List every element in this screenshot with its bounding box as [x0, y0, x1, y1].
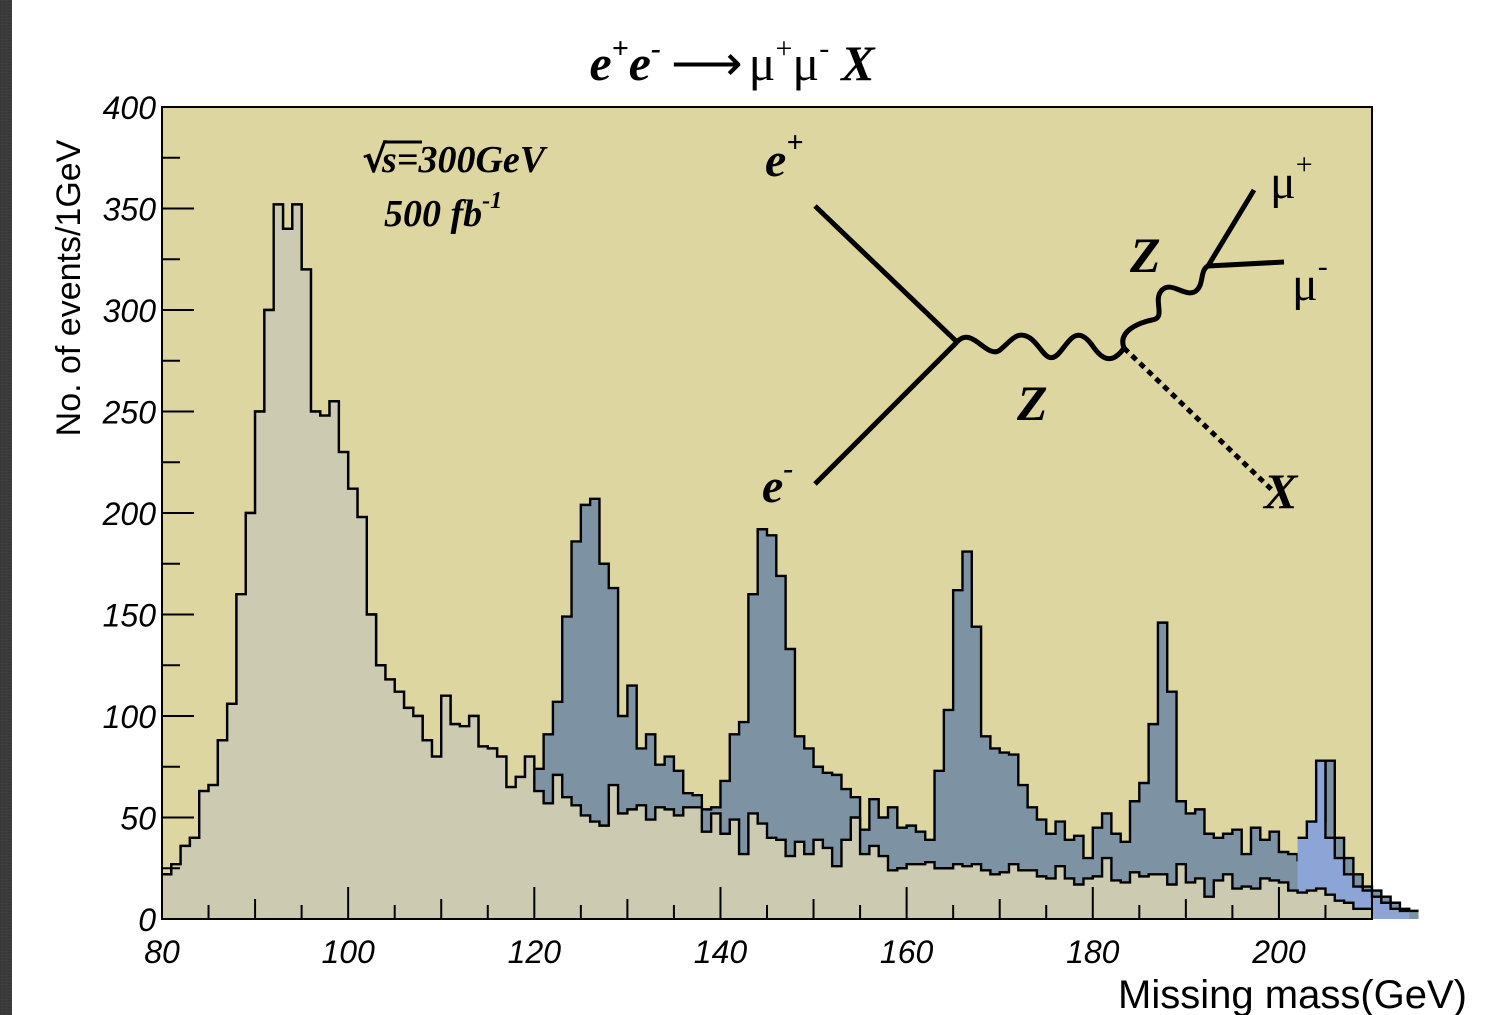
y-tick-label: 0 [138, 902, 156, 938]
title-mu1: μ [749, 35, 776, 91]
title-arrow: ⟶ [671, 35, 743, 91]
diagram-e-minus: e- [762, 452, 793, 513]
y-axis-label: No. of events/1GeV [50, 139, 88, 436]
y-tick-label: 200 [102, 496, 157, 532]
x-tick-label: 200 [1251, 934, 1306, 970]
x-tick-label: 140 [694, 934, 748, 970]
energy-text: s=300GeV [381, 139, 548, 181]
axis-layer: 0 50 100 150 200 250 300 350 400 80 100 120 140 160 18… [102, 90, 1373, 970]
x-tick-label: 180 [1066, 934, 1120, 970]
diagram-e-plus: e+ [765, 126, 803, 187]
e-minus-line [813, 340, 959, 486]
title-x: X [839, 35, 876, 91]
diagram-x: X [1262, 463, 1299, 519]
x-axis-label: Missing mass(GeV) [1118, 973, 1467, 1015]
title-mu1-sup: + [775, 32, 792, 65]
plot-frame [161, 106, 1373, 920]
diagram-mu-plus: μ+ [1270, 148, 1313, 209]
diagram-z2: Z [1129, 227, 1161, 283]
y-tick-label: 100 [103, 699, 157, 735]
chart-title: e+e- ⟶ μ+μ- X [589, 32, 876, 91]
luminosity-text: 500 fb-1 [384, 188, 502, 235]
energy-annotation: √ s=300GeV 500 fb-1 [362, 137, 548, 235]
z-propagator-2 [1120, 263, 1210, 349]
series-layer [162, 203, 1419, 919]
z-propagator-1 [955, 332, 1127, 361]
slide: 0 50 100 150 200 250 300 350 400 80 100 120 140 160 18… [12, 0, 1512, 1015]
title-e2: e [629, 35, 651, 91]
e-plus-line [813, 204, 959, 344]
x-tick-label: 80 [144, 934, 180, 970]
y-tick-label: 50 [120, 801, 156, 837]
series-line-background [162, 203, 1372, 911]
feynman-diagram: e+ e- Z Z μ+ μ- X [762, 126, 1328, 519]
x-line [1122, 346, 1274, 492]
x-tick-label: 120 [508, 934, 562, 970]
y-tick-label: 300 [103, 293, 157, 329]
histogram-chart: 0 50 100 150 200 250 300 350 400 80 100 120 140 160 18… [50, 32, 1467, 1015]
diagram-z1: Z [1016, 375, 1048, 431]
mu-minus-line [1207, 259, 1285, 269]
x-tick-label: 100 [321, 934, 375, 970]
x-tick-label: 160 [880, 934, 934, 970]
title-e2-sup: - [651, 32, 661, 65]
series-line-signal-200 [1297, 759, 1410, 913]
y-tick-label: 350 [103, 192, 157, 228]
title-e1: e [589, 35, 611, 91]
series-fill-background [162, 204, 1372, 919]
y-tick-label: 150 [103, 598, 157, 634]
title-mu2: μ [792, 35, 819, 91]
y-tick-label: 400 [103, 90, 157, 126]
title-e1-sup: + [612, 32, 629, 65]
title-mu2-sup: - [819, 32, 829, 65]
mu-plus-line [1205, 188, 1257, 268]
y-tick-label: 250 [102, 395, 157, 431]
diagram-mu-minus: μ- [1292, 250, 1328, 311]
sqrt-symbol: √ [362, 137, 388, 181]
